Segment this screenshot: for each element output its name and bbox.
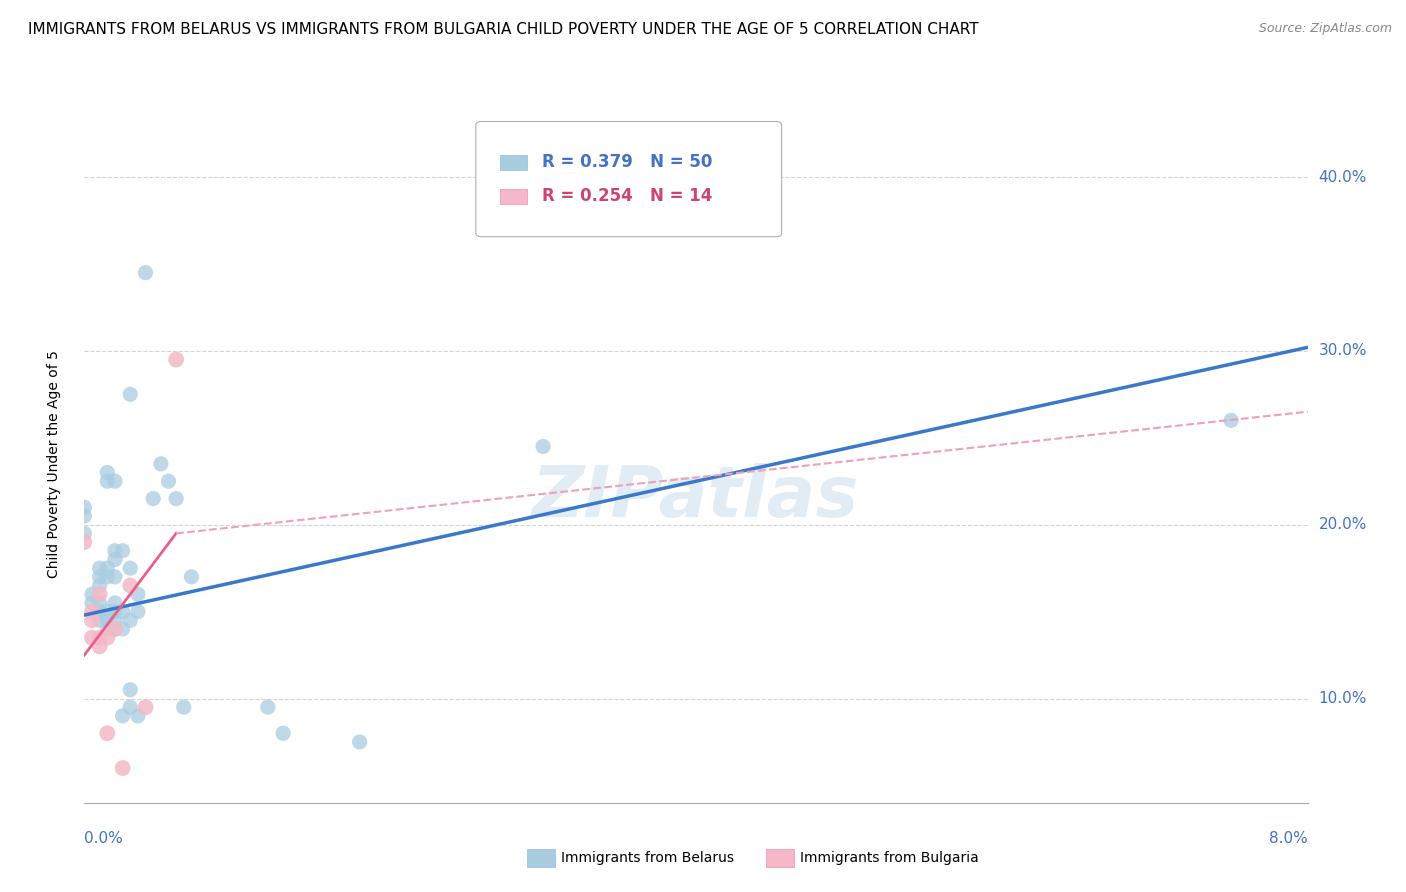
Point <box>96 631 118 645</box>
Point <box>135 266 157 280</box>
Text: R = 0.254   N = 14: R = 0.254 N = 14 <box>541 187 713 205</box>
Point <box>120 561 142 575</box>
Text: Immigrants from Belarus: Immigrants from Belarus <box>561 851 734 865</box>
Point <box>165 491 187 506</box>
Text: 8.0%: 8.0% <box>1268 831 1308 846</box>
Point <box>104 613 127 627</box>
Point <box>127 587 149 601</box>
Point <box>173 700 195 714</box>
FancyBboxPatch shape <box>475 121 782 236</box>
Text: IMMIGRANTS FROM BELARUS VS IMMIGRANTS FROM BULGARIA CHILD POVERTY UNDER THE AGE : IMMIGRANTS FROM BELARUS VS IMMIGRANTS FR… <box>28 22 979 37</box>
Point <box>89 631 111 645</box>
Point <box>104 570 127 584</box>
Point <box>111 622 134 636</box>
Point <box>89 578 111 592</box>
Text: 10.0%: 10.0% <box>1319 691 1367 706</box>
Point <box>142 491 165 506</box>
Point <box>135 700 157 714</box>
Point <box>89 596 111 610</box>
FancyBboxPatch shape <box>501 188 527 203</box>
Point <box>73 500 96 515</box>
Point <box>1220 413 1243 427</box>
Point <box>96 570 118 584</box>
Point <box>104 622 127 636</box>
Point <box>271 726 294 740</box>
Point <box>89 605 111 619</box>
Point <box>89 561 111 575</box>
Text: ZIPatlas: ZIPatlas <box>533 463 859 533</box>
Point <box>120 578 142 592</box>
Point <box>531 440 554 454</box>
Point <box>96 466 118 480</box>
Point <box>96 561 118 575</box>
Point <box>165 352 187 367</box>
Point <box>96 613 118 627</box>
Point <box>127 709 149 723</box>
Point <box>96 622 118 636</box>
Point <box>80 587 103 601</box>
Point <box>104 605 127 619</box>
Point <box>89 570 111 584</box>
Point <box>89 640 111 654</box>
Text: Immigrants from Bulgaria: Immigrants from Bulgaria <box>800 851 979 865</box>
Point <box>120 387 142 401</box>
Text: 0.0%: 0.0% <box>84 831 124 846</box>
Y-axis label: Child Poverty Under the Age of 5: Child Poverty Under the Age of 5 <box>46 350 60 578</box>
Point <box>104 552 127 566</box>
Point <box>89 613 111 627</box>
Point <box>111 543 134 558</box>
Point <box>104 543 127 558</box>
Point <box>111 605 134 619</box>
Point <box>180 570 202 584</box>
Point <box>127 605 149 619</box>
Text: 20.0%: 20.0% <box>1319 517 1367 533</box>
Text: 40.0%: 40.0% <box>1319 169 1367 185</box>
Point <box>80 631 103 645</box>
Point <box>120 613 142 627</box>
Point <box>157 474 180 488</box>
Point <box>80 605 103 619</box>
Text: 30.0%: 30.0% <box>1319 343 1367 359</box>
Point <box>89 587 111 601</box>
Point <box>111 709 134 723</box>
Point <box>80 596 103 610</box>
Point <box>104 596 127 610</box>
Point <box>349 735 371 749</box>
Point <box>96 605 118 619</box>
Point <box>104 474 127 488</box>
Point <box>111 761 134 775</box>
Point <box>120 682 142 697</box>
Point <box>80 613 103 627</box>
FancyBboxPatch shape <box>501 154 527 169</box>
Point <box>149 457 172 471</box>
Point <box>257 700 280 714</box>
Text: Source: ZipAtlas.com: Source: ZipAtlas.com <box>1258 22 1392 36</box>
Point <box>73 508 96 523</box>
Point <box>73 535 96 549</box>
Point <box>96 474 118 488</box>
Point <box>104 622 127 636</box>
Point <box>73 526 96 541</box>
Text: R = 0.379   N = 50: R = 0.379 N = 50 <box>541 153 713 171</box>
Point <box>96 726 118 740</box>
Point <box>120 700 142 714</box>
